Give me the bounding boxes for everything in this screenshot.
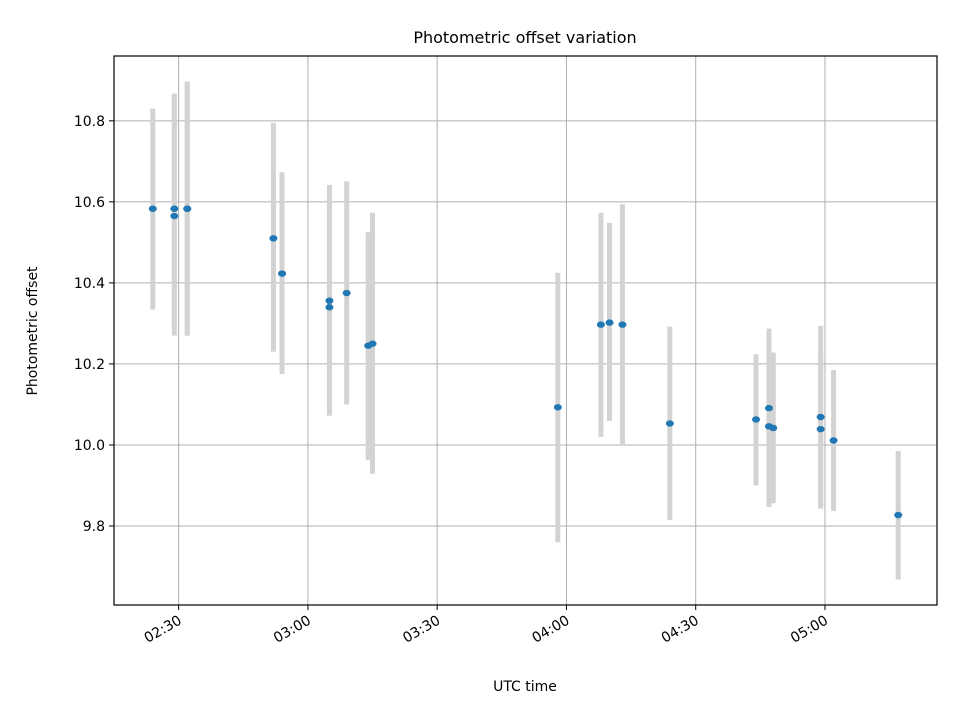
data-point: [829, 437, 838, 444]
data-point: [368, 340, 377, 347]
data-point: [764, 404, 773, 412]
data-point: [752, 416, 761, 423]
data-point: [618, 321, 627, 328]
chart-title: Photometric offset variation: [413, 28, 636, 47]
data-point: [170, 205, 179, 212]
data-point: [816, 413, 825, 421]
data-point: [183, 205, 192, 212]
data-point: [769, 424, 778, 432]
data-point: [325, 304, 334, 311]
data-point: [325, 297, 334, 304]
y-tick-label: 10.0: [74, 438, 105, 454]
y-tick-label: 10.2: [74, 357, 105, 373]
data-point: [816, 425, 825, 433]
data-point: [665, 420, 674, 427]
data-point: [148, 205, 157, 212]
data-point: [278, 270, 287, 277]
x-axis-label: UTC time: [493, 679, 557, 695]
y-axis-ticks: 9.8 10.0 10.2 10.4 10.6 10.8: [74, 114, 114, 535]
data-point: [553, 404, 562, 411]
data-point: [596, 321, 605, 328]
y-tick-label: 10.4: [74, 276, 105, 292]
y-tick-label: 9.8: [83, 519, 105, 535]
data-point: [894, 511, 903, 519]
data-point: [342, 289, 351, 297]
data-points: [148, 205, 903, 519]
y-tick-label: 10.8: [74, 114, 105, 130]
data-point: [605, 319, 614, 326]
data-point: [269, 235, 278, 242]
y-tick-label: 10.6: [74, 195, 105, 211]
y-axis-label: Photometric offset: [25, 266, 41, 396]
plot-frame: [113, 55, 938, 606]
data-point: [170, 212, 179, 220]
grid: [114, 56, 937, 605]
